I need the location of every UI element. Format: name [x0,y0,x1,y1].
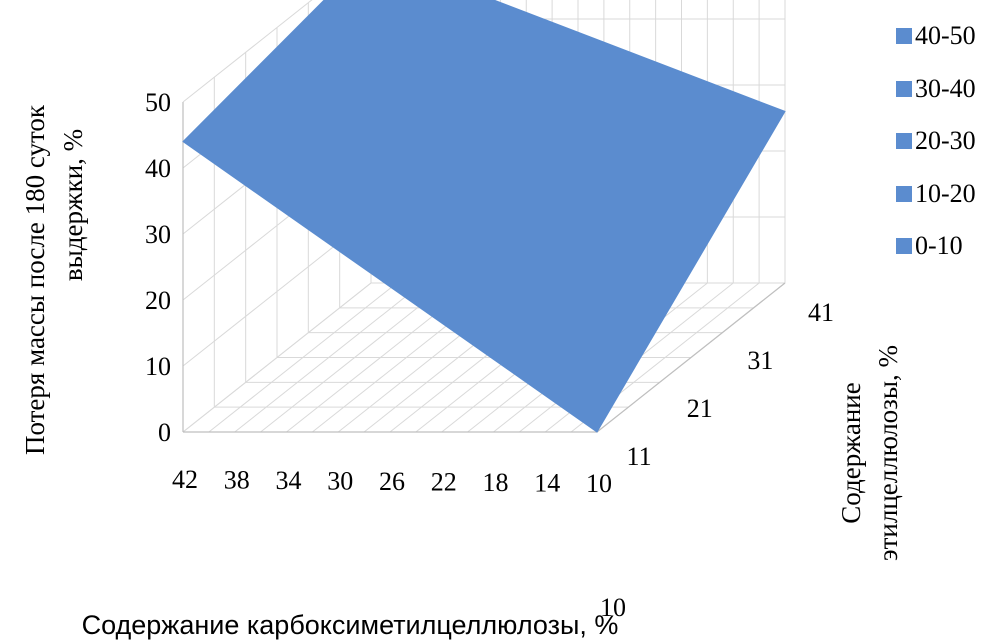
z-tick-label: 0 [158,418,171,447]
z-tick-label: 50 [145,88,171,117]
legend-item: 10-20 [896,168,996,221]
legend-label: 0-10 [915,231,963,261]
y-tick-label: 21 [687,394,713,423]
y-tick-label: 11 [627,442,652,471]
surface-plane [182,0,786,433]
x-tick-label: 42 [172,465,198,494]
x-tick-label: 10 [600,593,626,622]
z-tick-label: 30 [145,220,171,249]
y-tick-label: 31 [747,346,773,375]
legend-label: 40-50 [915,21,976,51]
legend-swatch [896,238,912,255]
x-tick-label: 34 [276,466,302,495]
legend-label: 10-20 [915,178,976,208]
x-tick-label: 38 [224,466,250,495]
legend-item: 20-30 [896,115,996,168]
tick-labels: 0 10 20 30 40 50 42 38 34 30 26 22 18 14 10 11 21 31 41 10 [145,88,834,622]
x-axis-title: Содержание карбоксиметилцеллюлозы, % [81,610,619,640]
legend-label: 20-30 [915,126,976,156]
legend-label: 30-40 [915,73,976,103]
legend: 40-50 30-40 20-30 10-20 0-10 [896,10,996,273]
legend-swatch [896,185,912,202]
z-axis-title-line2: выдержки, % [58,129,88,281]
z-tick-label: 20 [145,286,171,315]
y-axis-title-line2: этилцеллюлозы, % [873,345,903,561]
x-tick-label: 30 [327,467,353,496]
legend-item: 40-50 [896,10,996,63]
x-tick-label: 26 [379,467,405,496]
grid-lines [182,0,786,433]
x-tick-label: 14 [534,469,560,498]
legend-item: 30-40 [896,63,996,116]
y-axis-title-line1: Содержание [836,382,866,523]
z-tick-label: 10 [145,352,171,381]
z-axis-title-line1: Потеря массы после 180 суток [20,104,50,455]
x-tick-label: 10 [586,469,612,498]
legend-swatch [896,133,912,150]
surface-plot [182,0,786,433]
z-tick-label: 40 [145,154,171,183]
y-tick-label: 41 [808,298,834,327]
x-tick-label: 22 [431,468,457,497]
x-tick-label: 18 [483,468,509,497]
y-axis-line [596,282,786,433]
legend-swatch [896,28,912,45]
legend-item: 0-10 [896,220,996,273]
legend-swatch [896,80,912,97]
